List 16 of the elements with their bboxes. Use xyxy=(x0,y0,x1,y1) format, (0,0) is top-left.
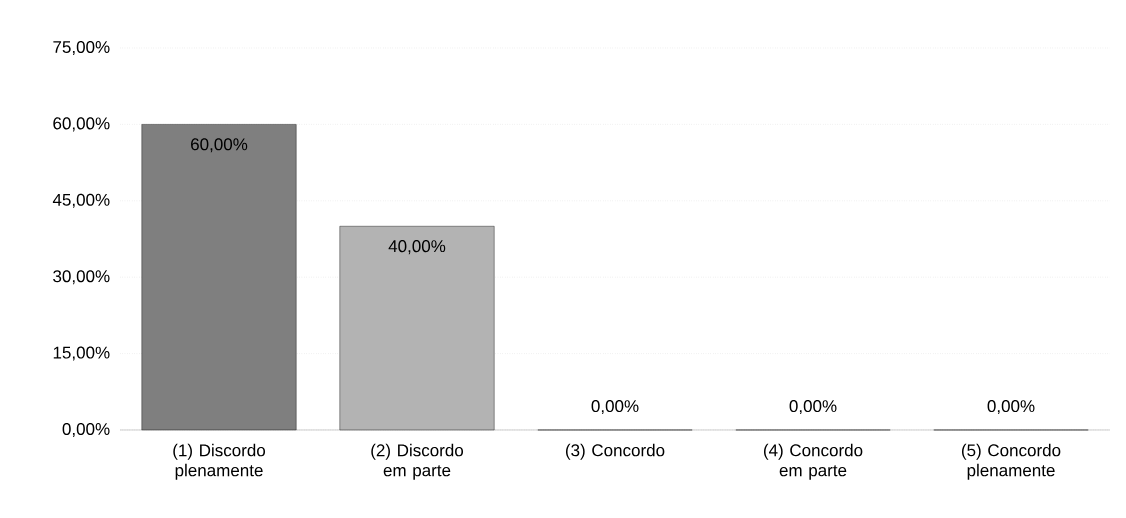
y-tick-label: 45,00% xyxy=(52,193,110,208)
data-label: 0,00% xyxy=(789,400,837,415)
y-tick-label: 0,00% xyxy=(62,422,110,437)
x-tick-label: (2) Discordo em parte xyxy=(371,443,464,480)
data-label: 60,00% xyxy=(191,138,248,153)
y-tick-label: 30,00% xyxy=(53,270,110,285)
data-label: 0,00% xyxy=(591,400,639,415)
data-label: 40,00% xyxy=(388,240,446,255)
x-tick-label: (3) Concordo xyxy=(565,443,665,460)
x-tick-label: (4) Concordo em parte xyxy=(763,443,863,480)
y-tick-label: 60,00% xyxy=(53,117,110,132)
y-tick-label: 15,00% xyxy=(53,346,110,361)
x-tick-label: (1) Discordo plenamente xyxy=(173,443,266,480)
data-label: 0,00% xyxy=(987,400,1035,415)
x-tick-label: (5) Concordo plenamente xyxy=(961,443,1061,480)
y-tick-label: 75,00% xyxy=(53,40,110,56)
